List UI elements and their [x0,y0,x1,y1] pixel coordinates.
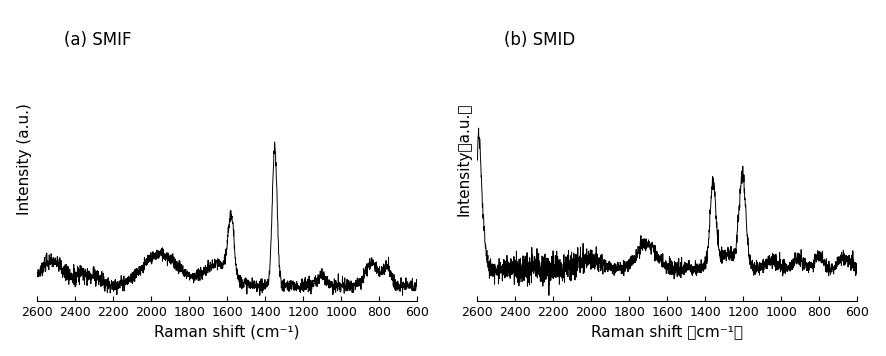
X-axis label: Raman shift (cm⁻¹): Raman shift (cm⁻¹) [154,324,300,339]
Y-axis label: Intensity（a.u.）: Intensity（a.u.） [457,102,472,215]
Text: (a) SMIF: (a) SMIF [64,31,131,49]
X-axis label: Raman shift （cm⁻¹）: Raman shift （cm⁻¹） [592,324,743,339]
Y-axis label: Intensity (a.u.): Intensity (a.u.) [17,103,32,215]
Text: (b) SMID: (b) SMID [504,31,575,49]
